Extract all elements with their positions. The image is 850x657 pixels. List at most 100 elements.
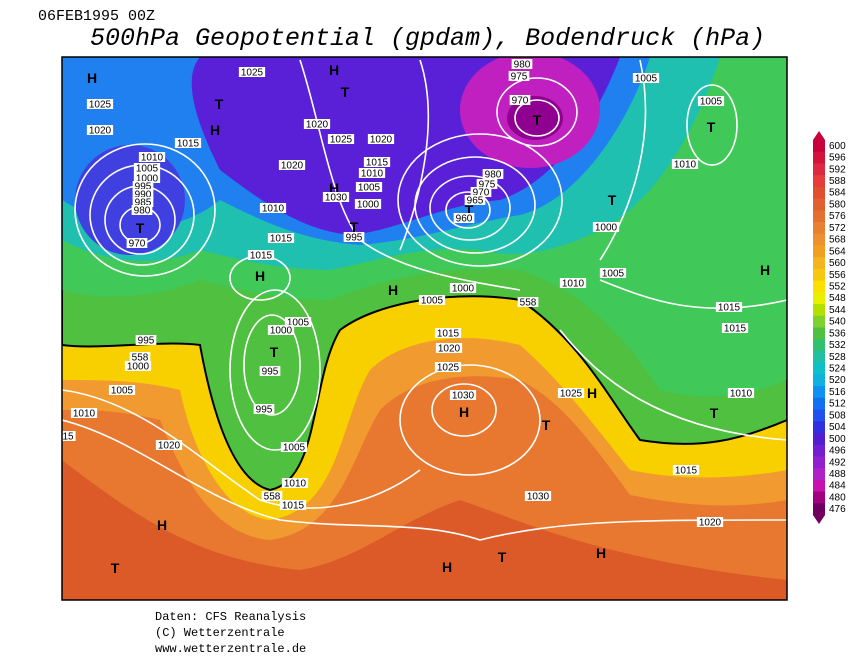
isobar-label: 558 xyxy=(520,298,537,309)
isobar-label-box xyxy=(511,59,533,69)
colorbar-label: 576 xyxy=(829,211,846,222)
colorbar-label: 544 xyxy=(829,305,846,316)
colorbar-label: 488 xyxy=(829,469,846,480)
isobar-label-box xyxy=(632,73,660,83)
footer-source: Daten: CFS Reanalysis xyxy=(155,610,306,624)
isobar-label: 15 xyxy=(62,432,74,443)
isobar-label: 990 xyxy=(135,190,152,201)
isobar-label: 980 xyxy=(514,60,531,71)
isobar-label-box xyxy=(70,408,98,418)
pressure-system: H xyxy=(157,517,167,533)
isobar-label: 1015 xyxy=(718,303,741,314)
isobar-label-box xyxy=(355,182,383,192)
isobar-label-box xyxy=(284,317,312,327)
colorbar-swatch xyxy=(813,268,825,282)
isobar-label-box xyxy=(524,491,552,501)
isobar-label: 1010 xyxy=(730,389,753,400)
isobar-label-box xyxy=(62,431,76,441)
colorbar-swatch xyxy=(813,163,825,176)
isobar-label-box xyxy=(434,362,462,372)
colorbar-label: 536 xyxy=(829,328,846,339)
isobar-label: 1015 xyxy=(270,234,293,245)
isobar-label-box xyxy=(508,71,530,81)
isobar-label: 1030 xyxy=(325,193,348,204)
isobar-label-box xyxy=(715,302,743,312)
colorbar-swatch xyxy=(813,175,825,188)
isobar-label: 1005 xyxy=(700,97,723,108)
isobar-label-box xyxy=(559,278,587,288)
isobar-label: 1015 xyxy=(437,329,460,340)
isobar-label-box xyxy=(108,385,136,395)
colorbar-swatch xyxy=(813,339,825,352)
isobar-label-box xyxy=(132,181,154,191)
colorbar-label: 500 xyxy=(829,434,846,445)
isobar-label-box xyxy=(696,517,724,527)
pressure-system: H xyxy=(329,62,339,78)
pressure-system: T xyxy=(270,344,279,360)
isobar-label: 1020 xyxy=(370,135,393,146)
colorbar-swatch xyxy=(813,304,825,317)
isobar-label-box xyxy=(358,168,386,178)
isobar-label-box xyxy=(363,157,391,167)
isobar-label-box xyxy=(155,440,183,450)
colorbar-label: 492 xyxy=(829,457,846,468)
colorbar-swatch xyxy=(813,491,825,504)
isobar-label-box xyxy=(327,134,355,144)
pressure-system: T xyxy=(707,119,716,135)
colorbar-swatch xyxy=(813,386,825,399)
isobar-label: 1030 xyxy=(452,391,475,402)
isobar-label-box xyxy=(267,233,295,243)
colorbar-label: 600 xyxy=(829,141,846,152)
colorbar-swatch xyxy=(813,186,825,200)
pressure-system: H xyxy=(760,262,770,278)
isobar-label: 975 xyxy=(479,180,496,191)
colorbar-label: 560 xyxy=(829,258,846,269)
pressure-system: H xyxy=(596,545,606,561)
isobar-label-box xyxy=(453,213,475,223)
pressure-system: T xyxy=(533,112,542,128)
colorbar-label: 516 xyxy=(829,387,846,398)
colorbar-label: 508 xyxy=(829,410,846,421)
isobar-label-box xyxy=(133,173,161,183)
footer-copyright: (C) Wetterzentrale xyxy=(155,626,285,640)
isobar-label-box xyxy=(253,404,275,414)
colorbar-label: 480 xyxy=(829,492,846,503)
isobar-label: 1010 xyxy=(141,153,164,164)
isobar-label: 1005 xyxy=(358,183,381,194)
colorbar-label: 580 xyxy=(829,199,846,210)
colorbar-swatch xyxy=(813,503,825,516)
isobar-label: 1010 xyxy=(262,204,285,215)
isobar-label-box xyxy=(259,203,287,213)
isobar-label-box xyxy=(557,388,585,398)
colorbar-label: 564 xyxy=(829,246,846,257)
isobar-label: 1000 xyxy=(595,223,618,234)
isobar-label: 1025 xyxy=(241,68,264,79)
isobar-label-box xyxy=(279,500,307,510)
colorbar-label: 504 xyxy=(829,422,846,433)
colorbar-label: 524 xyxy=(829,364,846,375)
isobar-label: 995 xyxy=(262,367,279,378)
isobar-label-box xyxy=(259,366,281,376)
isobar-label-box xyxy=(238,67,266,77)
isobar-label-box xyxy=(261,491,283,501)
isobar-label-box xyxy=(278,160,306,170)
colorbar-label: 584 xyxy=(829,188,846,199)
isobar-label: 1020 xyxy=(438,344,461,355)
pressure-system: T xyxy=(498,549,507,565)
isobar-label: 1010 xyxy=(361,169,384,180)
pressure-system: T xyxy=(710,405,719,421)
colorbar-swatch xyxy=(813,327,825,340)
isobar-label: 980 xyxy=(134,206,151,217)
colorbar-swatch xyxy=(813,151,825,164)
isobar-label: 1020 xyxy=(158,441,181,452)
isobar-label-box xyxy=(131,205,153,215)
isobar-label: 1005 xyxy=(111,386,134,397)
isobar-label: 1020 xyxy=(306,120,329,131)
colorbar-cap-top xyxy=(813,131,825,140)
isobar-label: 1015 xyxy=(282,501,305,512)
isobar-label-box xyxy=(476,179,498,189)
isobar-label: 1005 xyxy=(287,318,310,329)
colorbar-label: 528 xyxy=(829,352,846,363)
colorbar-label: 548 xyxy=(829,293,846,304)
